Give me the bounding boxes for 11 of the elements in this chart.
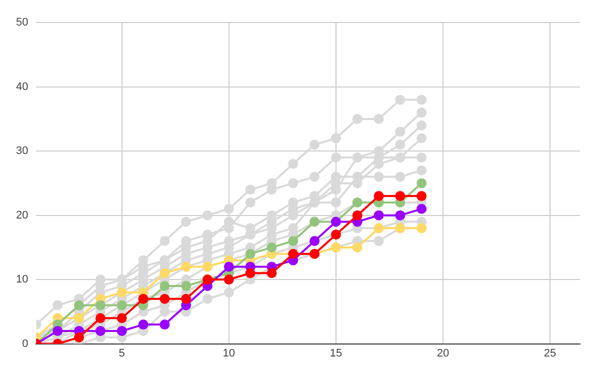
x-tick-label: 20 (436, 347, 450, 360)
y-tick-label: 30 (16, 145, 28, 158)
x-tick-label: 15 (330, 347, 342, 360)
x-tick-label: 10 (222, 347, 236, 360)
x-tick-label: 25 (544, 347, 556, 360)
x-tick-label: 5 (118, 347, 125, 360)
y-tick-label: 50 (16, 16, 28, 29)
y-tick-label: 10 (16, 274, 28, 286)
y-tick-label: 40 (16, 80, 28, 93)
y-tick-label: 0 (22, 338, 28, 350)
y-tick-label: 20 (16, 209, 28, 222)
